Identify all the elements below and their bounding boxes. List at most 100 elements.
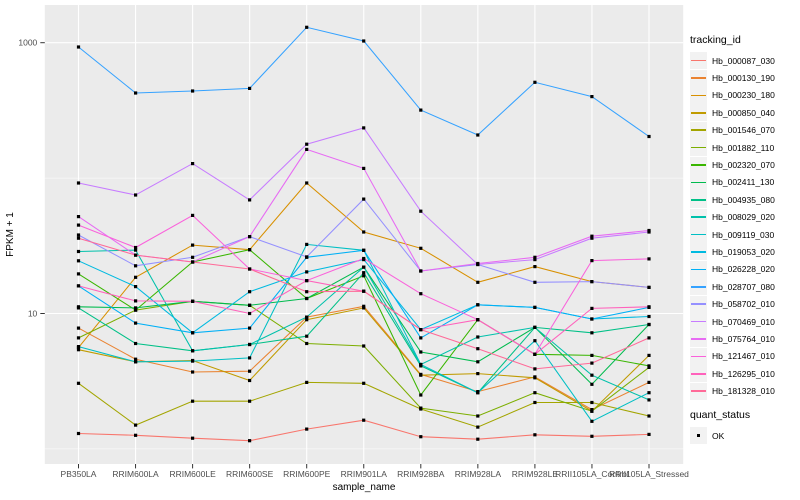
- data-point: [305, 270, 309, 274]
- data-point: [590, 306, 594, 310]
- legend-label: Hb_000130_190: [712, 73, 775, 84]
- legend-label: Hb_001546_070: [712, 125, 775, 136]
- legend-line-swatch-icon: [690, 191, 707, 209]
- data-point: [533, 433, 537, 437]
- data-point: [305, 380, 309, 384]
- data-point: [590, 280, 594, 284]
- data-point: [476, 133, 480, 137]
- data-point: [533, 280, 537, 284]
- x-tick-label: RRIM600LA: [112, 469, 159, 479]
- data-point: [76, 336, 81, 340]
- legend-label: Hb_001882_110: [712, 142, 775, 153]
- data-point: [590, 373, 594, 377]
- data-point: [305, 334, 309, 338]
- legend-label: Hb_181328_010: [712, 386, 775, 397]
- legend-item-Hb_026228_020: Hb_026228_020: [690, 260, 800, 278]
- data-point: [76, 233, 81, 237]
- legend-line-swatch-icon: [690, 139, 707, 157]
- legend-item-Hb_000130_190: Hb_000130_190: [690, 69, 800, 87]
- data-point: [248, 86, 252, 90]
- legend-item-Hb_002411_130: Hb_002411_130: [690, 173, 800, 191]
- x-tick-label: RRIM928LE: [512, 469, 559, 479]
- data-point: [476, 437, 480, 441]
- data-point: [419, 292, 423, 296]
- data-point: [362, 289, 366, 293]
- legend-line-swatch-icon: [690, 347, 707, 365]
- data-point: [76, 45, 81, 49]
- data-point: [305, 242, 309, 246]
- data-point: [647, 364, 651, 368]
- data-point: [362, 39, 366, 43]
- y-tick-label: 10: [28, 309, 38, 319]
- legend-item-Hb_004935_080: Hb_004935_080: [690, 191, 800, 209]
- data-point: [533, 255, 537, 259]
- data-point: [362, 230, 366, 234]
- legend-label: Hb_070469_010: [712, 316, 775, 327]
- x-tick-label: RRIM600LE: [169, 469, 216, 479]
- data-point: [305, 255, 309, 259]
- data-point: [76, 181, 81, 185]
- legend-title-tracking-id: tracking_id: [690, 34, 741, 46]
- legend-label: Hb_004935_080: [712, 194, 775, 205]
- data-point: [533, 325, 537, 329]
- data-point: [362, 265, 366, 269]
- legend-item-Hb_019053_020: Hb_019053_020: [690, 243, 800, 261]
- legend-title-quant-status: quant_status: [690, 408, 751, 421]
- legend-line-swatch-icon: [690, 330, 707, 348]
- legend-item-Hb_126295_010: Hb_126295_010: [690, 365, 800, 383]
- data-point: [362, 306, 366, 310]
- x-axis-title: sample_name: [333, 482, 396, 493]
- data-point: [305, 315, 309, 319]
- data-point: [76, 223, 81, 227]
- legend-line-swatch-icon: [690, 260, 707, 278]
- data-point: [419, 328, 423, 332]
- x-tick-label: RRII105LA_Stressed: [609, 469, 689, 479]
- data-point: [533, 80, 537, 84]
- data-point: [191, 260, 195, 264]
- data-point: [476, 414, 480, 418]
- data-point: [305, 296, 309, 301]
- data-point: [419, 373, 423, 377]
- data-point: [76, 284, 81, 288]
- data-point: [647, 285, 651, 289]
- data-point: [533, 352, 537, 356]
- data-point: [134, 433, 138, 437]
- data-point: [362, 256, 366, 261]
- data-point: [191, 331, 195, 335]
- data-point: [533, 305, 537, 309]
- data-point: [647, 380, 651, 384]
- legend-item-Hb_028707_080: Hb_028707_080: [690, 278, 800, 296]
- legend-item-Hb_000087_030: Hb_000087_030: [690, 52, 800, 70]
- data-point: [419, 350, 423, 354]
- data-point: [134, 193, 138, 197]
- data-point: [476, 261, 480, 266]
- data-point: [590, 382, 594, 386]
- data-point: [248, 267, 252, 271]
- legend-line-swatch-icon: [690, 365, 707, 383]
- data-point: [476, 280, 480, 284]
- data-point: [590, 236, 594, 240]
- data-point: [590, 361, 594, 365]
- data-point: [590, 419, 594, 423]
- legend-item-Hb_070469_010: Hb_070469_010: [690, 313, 800, 331]
- data-point: [647, 414, 651, 418]
- legend-item-list: Hb_000087_030 Hb_000130_190 Hb_000230_180 H…: [690, 52, 800, 400]
- data-point: [647, 432, 651, 436]
- data-point: [647, 314, 651, 319]
- data-point: [248, 235, 252, 239]
- x-tick-label: PB350LA: [61, 469, 97, 479]
- data-point: [76, 306, 81, 310]
- x-tick-label: RRIM928BA: [397, 469, 445, 479]
- legend-line-swatch-icon: [690, 156, 707, 174]
- data-point: [647, 257, 651, 261]
- data-point: [76, 215, 81, 219]
- legend-label: Hb_002320_070: [712, 160, 775, 171]
- data-point: [134, 306, 138, 310]
- data-point: [533, 400, 537, 405]
- data-point: [305, 341, 309, 346]
- data-point: [191, 399, 195, 403]
- data-point: [533, 367, 537, 371]
- data-point: [76, 249, 81, 254]
- legend-line-swatch-icon: [690, 173, 707, 191]
- legend-label: Hb_126295_010: [712, 368, 775, 379]
